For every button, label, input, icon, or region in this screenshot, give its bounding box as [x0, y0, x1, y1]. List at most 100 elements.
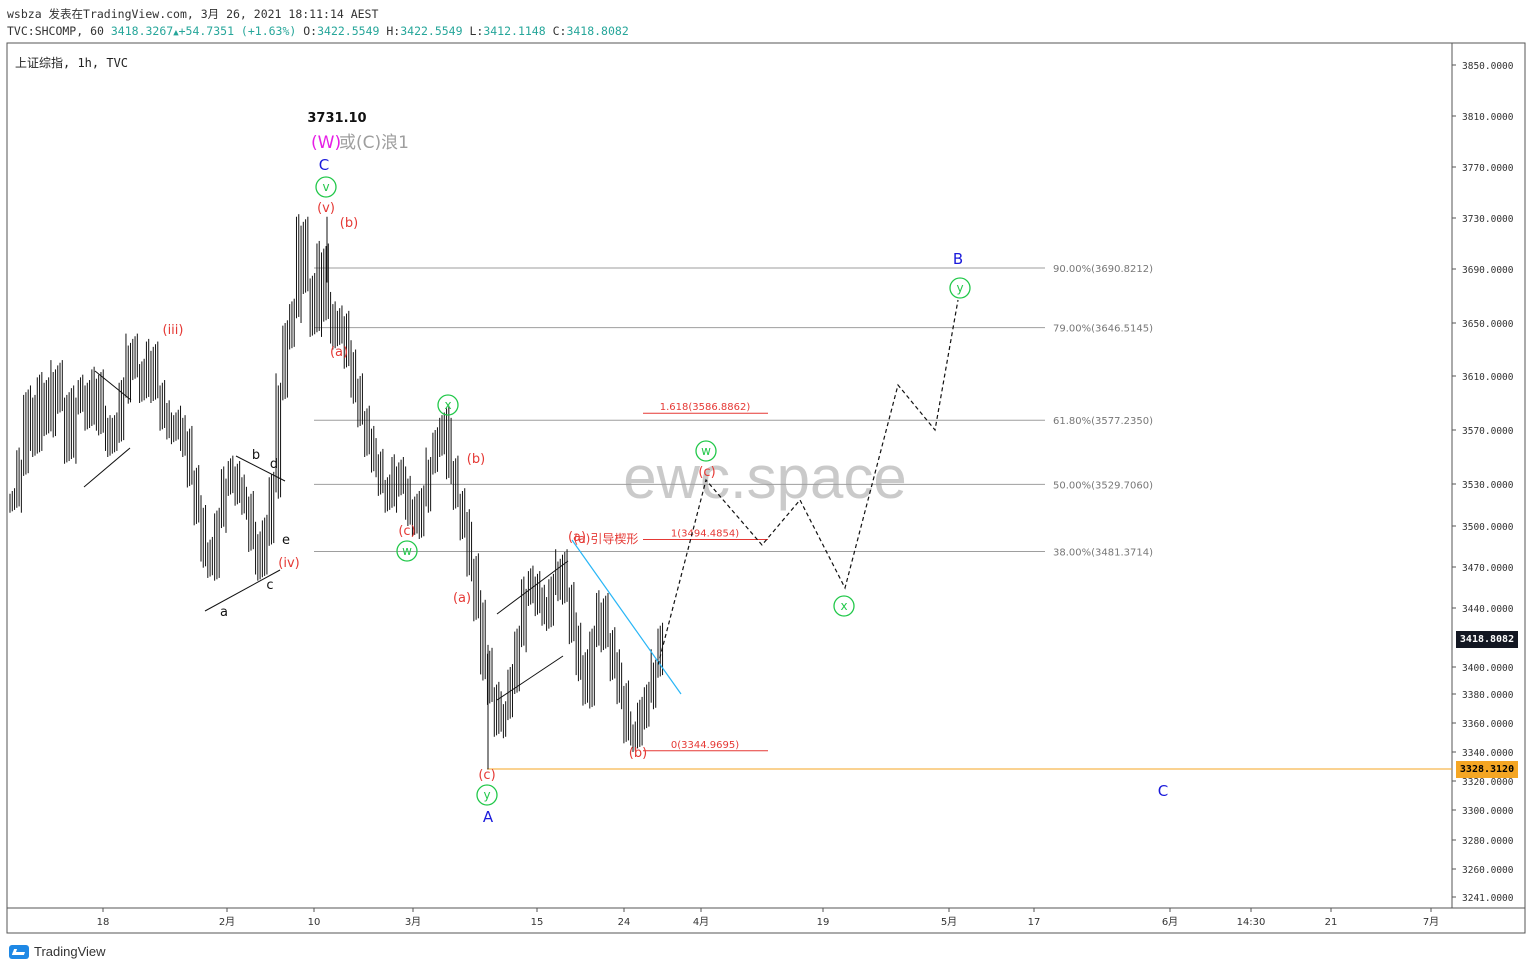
x-tick-label: 18 — [97, 917, 110, 928]
wave-circle-label: w — [402, 544, 412, 558]
wave-label-blue: A — [483, 808, 494, 826]
wave-circle — [315, 176, 337, 198]
publish-info: wsbza 发表在TradingView.com, 3月 26, 2021 18… — [7, 7, 379, 21]
wave-trendline — [496, 560, 569, 615]
close-label: C: — [552, 24, 567, 38]
wave-label-red: (b) — [629, 746, 647, 761]
wave-label-red: (c) — [478, 768, 495, 783]
wave-trendline — [83, 447, 131, 488]
y-tick-label: 3810.0000 — [1462, 112, 1514, 123]
wave-label-black: a — [220, 605, 228, 620]
tradingview-footer[interactable]: TradingView — [9, 944, 106, 959]
wave-trendline — [496, 655, 564, 701]
wave-label-black: d — [270, 457, 278, 472]
wave-label-red: (a) — [453, 591, 471, 606]
y-tick-label: 3770.0000 — [1462, 163, 1514, 174]
y-tick-label: 3320.0000 — [1462, 777, 1514, 788]
top-wave-title: 或(C)浪1 — [339, 133, 409, 153]
wave-circle — [437, 394, 459, 416]
breakout-trendline — [571, 539, 682, 695]
wave-circle — [396, 540, 418, 562]
wave-circle — [476, 784, 498, 806]
wave-circle — [695, 440, 717, 462]
projection-path — [657, 299, 959, 666]
y-tick-label: 3360.0000 — [1462, 719, 1514, 730]
y-tick-label: 3280.0000 — [1462, 836, 1514, 847]
wave-label-blue: C — [319, 156, 329, 174]
high-price-label: 3731.10 — [307, 111, 366, 126]
wave-label-red: (b) — [340, 216, 358, 231]
x-tick-label: 4月 — [693, 916, 709, 928]
x-tick-label: 24 — [618, 917, 631, 928]
wave-label-red: (c) — [698, 465, 715, 480]
x-tick-label: 17 — [1028, 917, 1041, 928]
fib-level-label: 50.00%(3529.7060) — [1053, 480, 1153, 491]
y-tick-label: 3850.0000 — [1462, 61, 1514, 72]
wave-label-red: (iii) — [163, 323, 184, 338]
y-tick-label: 3260.0000 — [1462, 865, 1514, 876]
wave-circle — [833, 595, 855, 617]
wave-label-black: c — [266, 578, 273, 593]
fib-level-label: 61.80%(3577.2350) — [1053, 416, 1153, 427]
high-label: H: — [386, 24, 401, 38]
y-tick-label: 3300.0000 — [1462, 806, 1514, 817]
y-tick-label: 3570.0000 — [1462, 426, 1514, 437]
wave-circle — [949, 277, 971, 299]
wave-label-blue: B — [953, 250, 963, 268]
wave-label-black: b — [252, 448, 260, 463]
x-tick-label: 7月 — [1423, 916, 1439, 928]
wave-circle-label: y — [956, 281, 963, 295]
symbol-legend[interactable]: 上证综指, 1h, TVC — [15, 56, 129, 70]
close-value: 3418.8082 — [566, 24, 629, 38]
tradingview-logo-icon — [9, 944, 29, 959]
fib-extension-label: 0(3344.9695) — [671, 740, 739, 751]
wave-circle-label: x — [444, 398, 451, 412]
wave-trendline — [94, 370, 132, 401]
y-tick-label: 3690.0000 — [1462, 265, 1514, 276]
current-price-tag: 3418.8082 — [1456, 631, 1518, 649]
x-tick-label: 15 — [531, 917, 544, 928]
x-tick-label: 10 — [308, 917, 321, 928]
support-price-tag: 3328.3120 — [1456, 760, 1518, 778]
y-tick-label: 3440.0000 — [1462, 604, 1514, 615]
fib-extension-label: 1.618(3586.8862) — [660, 402, 751, 413]
wave-label-red: (v) — [317, 201, 335, 216]
footer-brand: TradingView — [34, 944, 106, 959]
x-tick-label: 19 — [817, 917, 830, 928]
fib-level-label: 38.00%(3481.3714) — [1053, 547, 1153, 558]
wave-label-red: (a) — [568, 530, 586, 545]
x-tick-label: 5月 — [941, 916, 957, 928]
x-tick-label: 3月 — [405, 916, 421, 928]
low-label: L: — [469, 24, 484, 38]
wave-label-red: (c) — [398, 524, 415, 539]
x-tick-label: 6月 — [1162, 916, 1178, 928]
ohlc-legend: TVC:SHCOMP, 60 3418.3267▲+54.7351 (+1.63… — [7, 24, 629, 38]
wave-label-red: (iv) — [278, 556, 299, 571]
y-tick-label: 3650.0000 — [1462, 319, 1514, 330]
x-tick-label: 14:30 — [1237, 917, 1266, 928]
wave-trendline — [204, 569, 281, 612]
y-tick-label: 3400.0000 — [1462, 663, 1514, 674]
y-tick-label: 3470.0000 — [1462, 563, 1514, 574]
up-arrow-icon: ▲ — [173, 28, 179, 38]
price-change: +54.7351 (+1.63%) — [178, 24, 297, 38]
leading-diagonal-label: (a)引导楔形 — [574, 532, 639, 546]
y-tick-label: 3530.0000 — [1462, 480, 1514, 491]
y-tick-label: 3340.0000 — [1462, 748, 1514, 759]
fib-level-label: 90.00%(3690.8212) — [1053, 264, 1153, 275]
y-tick-label: 3500.0000 — [1462, 522, 1514, 533]
y-tick-label: 3380.0000 — [1462, 690, 1514, 701]
y-tick-label: 3730.0000 — [1462, 214, 1514, 225]
wave-label-blue: C — [1158, 782, 1168, 800]
y-tick-label: 3241.0000 — [1462, 893, 1514, 904]
wave-circle-label: v — [322, 180, 329, 194]
last-price: 3418.3267 — [110, 24, 174, 38]
fib-extension-label: 1(3494.4854) — [671, 529, 739, 540]
open-label: O: — [303, 24, 318, 38]
y-tick-label: 3610.0000 — [1462, 372, 1514, 383]
wave-circle-label: x — [840, 599, 847, 613]
time-axis-frame — [6, 907, 1526, 934]
x-tick-label: 21 — [1325, 917, 1338, 928]
wave-circle-label: y — [483, 788, 490, 802]
